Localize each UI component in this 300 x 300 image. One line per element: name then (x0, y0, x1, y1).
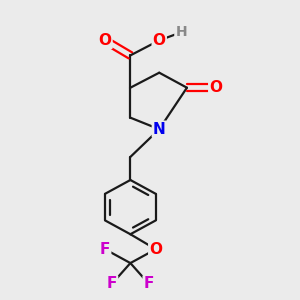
Text: O: O (153, 33, 166, 48)
Text: H: H (175, 25, 187, 39)
Text: O: O (98, 33, 112, 48)
Text: N: N (153, 122, 166, 137)
Text: F: F (144, 276, 154, 291)
Text: F: F (100, 242, 110, 257)
Text: F: F (107, 276, 117, 291)
Text: O: O (149, 242, 162, 257)
Text: O: O (209, 80, 222, 95)
